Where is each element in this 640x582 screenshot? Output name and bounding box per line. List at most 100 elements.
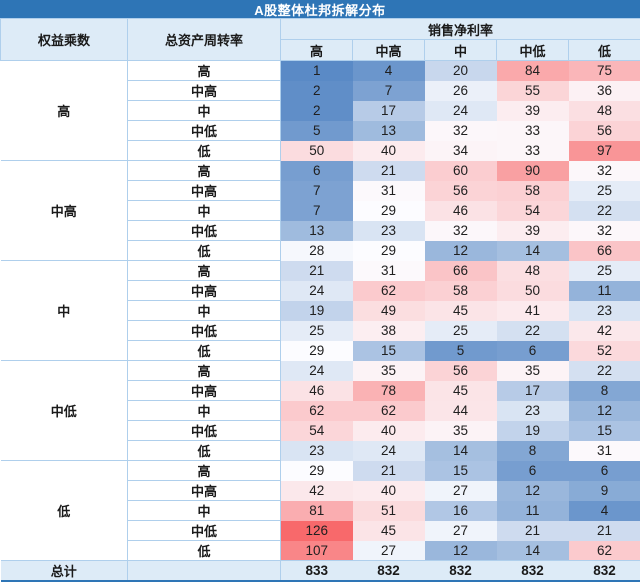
asset-turnover-row-label: 高: [128, 461, 281, 481]
heatmap-cell: 15: [569, 421, 640, 441]
heatmap-cell: 41: [497, 301, 569, 321]
heatmap-cell: 90: [497, 161, 569, 181]
heatmap-cell: 39: [497, 101, 569, 121]
heatmap-cell: 23: [569, 301, 640, 321]
heatmap-cell: 50: [281, 141, 353, 161]
heatmap-cell: 8: [497, 441, 569, 461]
heatmap-cell: 28: [281, 241, 353, 261]
heatmap-cell: 33: [497, 121, 569, 141]
total-value-low: 832: [569, 561, 640, 582]
table-header: 权益乘数 总资产周转率 销售净利率 高 中高 中 中低 低: [1, 19, 640, 61]
heatmap-cell: 42: [569, 321, 640, 341]
heatmap-cell: 4: [569, 501, 640, 521]
heatmap-cell: 48: [569, 101, 640, 121]
heatmap-cell: 45: [353, 521, 425, 541]
heatmap-cell: 14: [425, 441, 497, 461]
heatmap-cell: 62: [569, 541, 640, 561]
heatmap-cell: 52: [569, 341, 640, 361]
asset-turnover-row-label: 低: [128, 141, 281, 161]
heatmap-cell: 33: [497, 141, 569, 161]
heatmap-cell: 54: [497, 201, 569, 221]
heatmap-cell: 56: [425, 181, 497, 201]
asset-turnover-row-label: 中: [128, 201, 281, 221]
heatmap-cell: 84: [497, 61, 569, 81]
heatmap-cell: 24: [353, 441, 425, 461]
heatmap-cell: 23: [353, 221, 425, 241]
heatmap-cell: 44: [425, 401, 497, 421]
heatmap-cell: 40: [353, 421, 425, 441]
heatmap-cell: 21: [353, 461, 425, 481]
heatmap-cell: 25: [569, 181, 640, 201]
heatmap-cell: 58: [425, 281, 497, 301]
heatmap-cell: 46: [425, 201, 497, 221]
heatmap-cell: 17: [353, 101, 425, 121]
asset-turnover-row-label: 高: [128, 161, 281, 181]
heatmap-cell: 24: [281, 361, 353, 381]
heatmap-cell: 25: [425, 321, 497, 341]
heatmap-cell: 51: [353, 501, 425, 521]
heatmap-cell: 12: [497, 481, 569, 501]
heatmap-cell: 13: [281, 221, 353, 241]
heatmap-cell: 32: [569, 161, 640, 181]
heatmap-cell: 78: [353, 381, 425, 401]
heatmap-cell: 4: [353, 61, 425, 81]
heatmap-cell: 31: [353, 261, 425, 281]
asset-turnover-row-label: 低: [128, 541, 281, 561]
heatmap-cell: 35: [425, 421, 497, 441]
asset-turnover-row-label: 中高: [128, 281, 281, 301]
heatmap-cell: 62: [353, 281, 425, 301]
heatmap-cell: 14: [497, 541, 569, 561]
heatmap-cell: 7: [353, 81, 425, 101]
heatmap-cell: 40: [353, 481, 425, 501]
heatmap-cell: 21: [497, 521, 569, 541]
equity-multiplier-group-label: 低: [1, 461, 128, 561]
heatmap-cell: 9: [569, 481, 640, 501]
asset-turnover-row-label: 中: [128, 301, 281, 321]
asset-turnover-row-label: 中: [128, 401, 281, 421]
heatmap-cell: 25: [569, 261, 640, 281]
heatmap-cell: 6: [497, 341, 569, 361]
equity-multiplier-group-label: 中: [1, 261, 128, 361]
total-value-high: 833: [281, 561, 353, 582]
heatmap-cell: 15: [425, 461, 497, 481]
asset-turnover-row-label: 中低: [128, 421, 281, 441]
heatmap-cell: 23: [497, 401, 569, 421]
heatmap-cell: 7: [281, 181, 353, 201]
asset-turnover-row-label: 中低: [128, 121, 281, 141]
equity-multiplier-group-label: 中高: [1, 161, 128, 261]
heatmap-cell: 12: [569, 401, 640, 421]
heatmap-cell: 17: [497, 381, 569, 401]
total-value-mid: 832: [425, 561, 497, 582]
heatmap-cell: 32: [425, 121, 497, 141]
equity-multiplier-group-label: 中低: [1, 361, 128, 461]
col-header-net-margin-group: 销售净利率: [281, 19, 640, 40]
heatmap-cell: 16: [425, 501, 497, 521]
heatmap-cell: 6: [281, 161, 353, 181]
heatmap-cell: 20: [425, 61, 497, 81]
heatmap-cell: 35: [353, 361, 425, 381]
heatmap-cell: 12: [425, 241, 497, 261]
heatmap-cell: 31: [353, 181, 425, 201]
heatmap-cell: 19: [497, 421, 569, 441]
heatmap-cell: 32: [425, 221, 497, 241]
heatmap-cell: 29: [281, 341, 353, 361]
heatmap-cell: 19: [281, 301, 353, 321]
asset-turnover-row-label: 高: [128, 61, 281, 81]
heatmap-cell: 24: [281, 281, 353, 301]
asset-turnover-row-label: 中: [128, 101, 281, 121]
heatmap-cell: 50: [497, 281, 569, 301]
heatmap-cell: 6: [497, 461, 569, 481]
heatmap-cell: 62: [281, 401, 353, 421]
heatmap-cell: 1: [281, 61, 353, 81]
heatmap-cell: 56: [425, 361, 497, 381]
heatmap-cell: 31: [569, 441, 640, 461]
heatmap-cell: 32: [569, 221, 640, 241]
heatmap-cell: 7: [281, 201, 353, 221]
asset-turnover-row-label: 高: [128, 261, 281, 281]
heatmap-cell: 75: [569, 61, 640, 81]
asset-turnover-row-label: 中高: [128, 481, 281, 501]
equity-multiplier-group-label: 高: [1, 61, 128, 161]
